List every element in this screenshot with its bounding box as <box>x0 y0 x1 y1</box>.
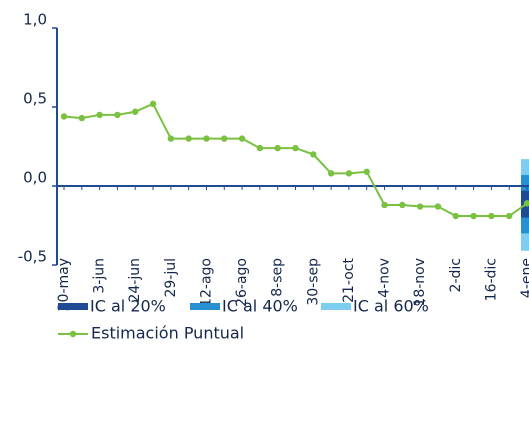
point <box>185 135 192 142</box>
point <box>149 100 157 108</box>
point <box>60 113 68 120</box>
legend-swatch <box>321 303 351 310</box>
y-tick-label: 1,0 <box>23 11 47 29</box>
point <box>363 168 370 175</box>
point <box>416 203 424 210</box>
point <box>238 135 246 142</box>
x-tick-label: 24-jun <box>127 258 143 303</box>
point <box>132 108 139 115</box>
x-tick-label: 29-jul <box>163 258 179 298</box>
x-tick-label: 26-ago <box>234 258 250 307</box>
legend-swatch <box>190 303 220 310</box>
point <box>256 144 264 152</box>
x-tick-label: 2-dic <box>448 258 464 292</box>
y-tick-label: 0,5 <box>23 90 47 108</box>
point <box>345 170 353 177</box>
x-tick-label: 16-dic <box>483 258 499 301</box>
x-tick-label: 4-ene <box>519 258 529 298</box>
point <box>114 111 121 119</box>
point <box>221 135 228 142</box>
point <box>310 151 317 158</box>
x-tick-label: 30-sep <box>305 258 321 306</box>
legend-label: IC al 60% <box>353 297 429 316</box>
point <box>274 144 281 152</box>
legend-label: IC al 20% <box>90 297 166 316</box>
x-tick-label: 12-ago <box>198 258 214 307</box>
y-tick-label: 0,0 <box>23 169 47 187</box>
point <box>327 170 335 177</box>
x-tick-label: 21-oct <box>341 258 357 303</box>
point <box>78 114 86 122</box>
point <box>488 212 495 220</box>
legend-swatch <box>58 303 88 310</box>
legend-label: IC al 40% <box>222 297 298 316</box>
point <box>470 212 477 220</box>
point <box>452 212 459 220</box>
point <box>292 144 299 152</box>
x-tick-label: 20-may <box>56 258 72 311</box>
legend-marker <box>69 330 77 338</box>
x-tick-label: 3-jun <box>92 258 108 294</box>
y-tick-label: -0,5 <box>18 248 47 266</box>
line <box>63 102 528 218</box>
x-tick-label: 18-nov <box>412 258 428 307</box>
point <box>203 135 210 142</box>
point <box>96 111 103 119</box>
point <box>381 201 388 209</box>
point <box>523 200 529 207</box>
x-tick-label: 8-sep <box>270 258 286 297</box>
legend-label: Estimación Puntual <box>91 324 244 343</box>
x-tick-label: 4-nov <box>377 258 393 298</box>
point <box>399 201 406 209</box>
point <box>505 212 513 220</box>
point <box>434 203 442 210</box>
point <box>167 135 175 142</box>
